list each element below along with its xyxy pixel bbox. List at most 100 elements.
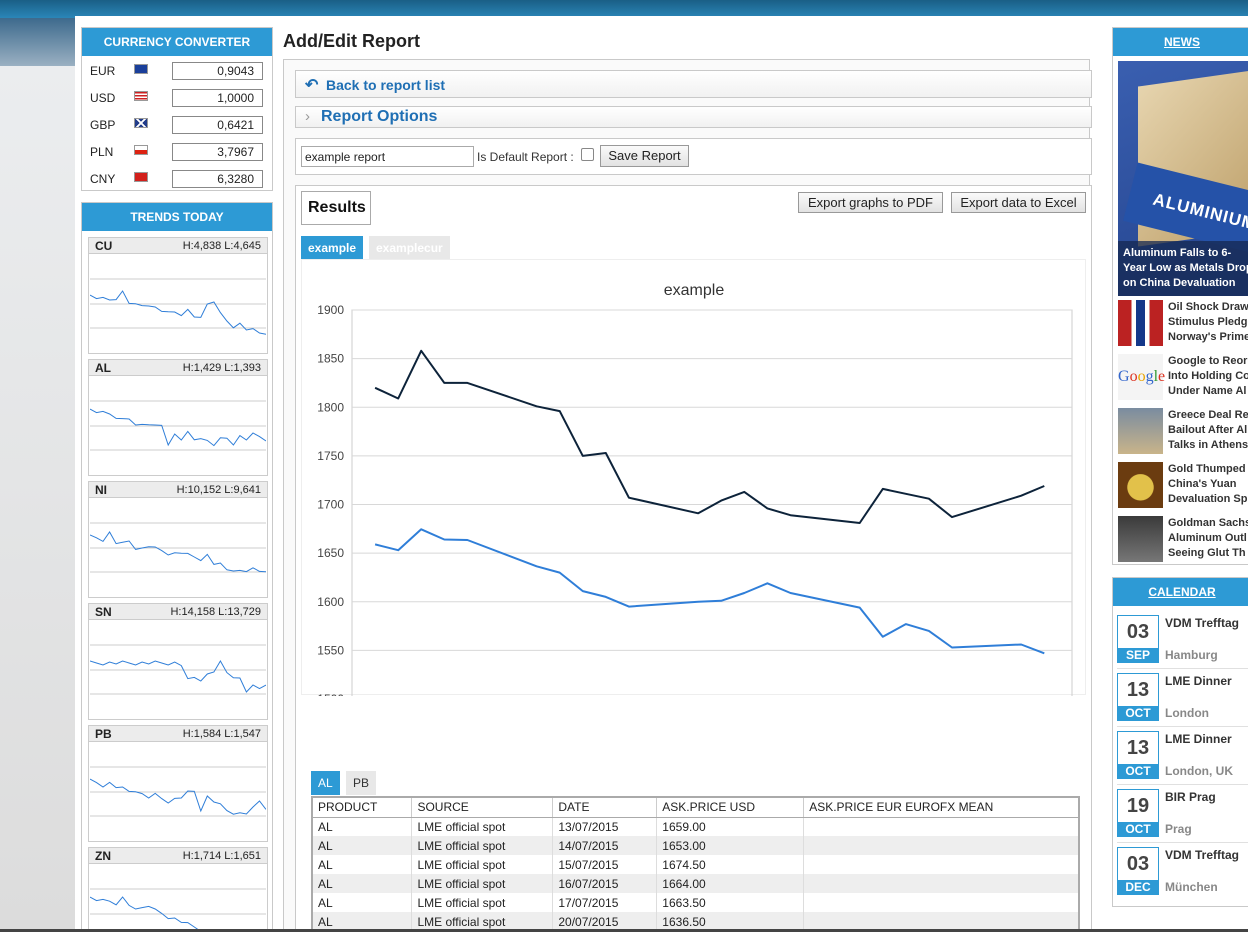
currency-value-field[interactable]: 6,3280	[172, 170, 263, 188]
trend-card[interactable]: AL H:1,429 L:1,393	[88, 359, 268, 476]
currency-value-field[interactable]: 0,6421	[172, 116, 263, 134]
news-item[interactable]: Goldman Sachs Aluminum Outl Seeing Glut Th	[1118, 516, 1248, 564]
calendar-event[interactable]: 13 OCT LME Dinner London	[1117, 673, 1248, 723]
table-cell: AL	[313, 836, 413, 855]
table-row: AL LME official spot 17/07/2015 1663.50	[313, 893, 1078, 912]
table-header[interactable]: ASK.PRICE USD	[656, 798, 805, 818]
default-report-checkbox[interactable]	[581, 148, 594, 161]
trend-card[interactable]: CU H:4,838 L:4,645	[88, 237, 268, 354]
trend-symbol: AL	[95, 361, 111, 375]
tab-examplecur[interactable]: examplecur	[369, 236, 450, 260]
featured-news[interactable]: ALUMINIUM Aluminum Falls to 6-Year Low a…	[1118, 61, 1248, 296]
table-cell: AL	[313, 893, 413, 912]
trends-today-panel: TRENDS TODAY CU H:4,838 L:4,645 AL H:1,429 …	[81, 202, 273, 932]
table-cell: 1659.00	[656, 817, 805, 836]
trend-card[interactable]: SN H:14,158 L:13,729	[88, 603, 268, 720]
data-table: PRODUCT SOURCE DATE ASK.PRICE USD ASK.PRICE …	[313, 798, 1078, 931]
table-header[interactable]: DATE	[552, 798, 658, 818]
calendar-divider	[1117, 842, 1248, 843]
event-location: Hamburg	[1165, 648, 1218, 662]
uk-flag-icon	[134, 118, 148, 128]
trend-card[interactable]: PB H:1,584 L:1,547	[88, 725, 268, 842]
currency-code: USD	[90, 91, 116, 105]
results-panel: Results Export graphs to PDF Export data…	[295, 185, 1092, 932]
report-options-bar[interactable]: › Report Options	[295, 106, 1092, 128]
calendar-event[interactable]: 03 DEC VDM Trefftag München	[1117, 847, 1248, 897]
goldman-thumbnail	[1118, 516, 1163, 562]
save-report-button[interactable]: Save Report	[600, 145, 689, 167]
page-container: CURRENCY CONVERTER EUR 0,9043 USD 1,0000 GBP…	[75, 16, 1248, 932]
trend-card[interactable]: ZN H:1,714 L:1,651	[88, 847, 268, 932]
currency-row: CNY 6,3280	[90, 170, 265, 188]
table-cell: 15/07/2015	[552, 855, 658, 874]
news-item[interactable]: Google Google to Reorg Into Holding Co Unde…	[1118, 354, 1248, 402]
currency-converter-panel: CURRENCY CONVERTER EUR 0,9043 USD 1,0000 GBP…	[81, 27, 273, 191]
table-cell	[803, 855, 1078, 874]
news-item[interactable]: Oil Shock Draws Stimulus Pledge Norway's P…	[1118, 300, 1248, 348]
event-title[interactable]: BIR Prag	[1165, 790, 1216, 804]
calendar-panel: CALENDAR 03 SEP VDM Trefftag Hamburg 13 OCT LM…	[1112, 577, 1248, 907]
currency-code: GBP	[90, 118, 116, 132]
event-title[interactable]: LME Dinner	[1165, 732, 1232, 746]
chart-title: example	[664, 282, 725, 299]
table-row: AL LME official spot 13/07/2015 1659.00	[313, 817, 1078, 836]
trend-sparkline	[90, 400, 266, 451]
norway-flag-thumbnail	[1118, 300, 1163, 346]
news-item[interactable]: Gold Thumped China's Yuan Devaluation Sp	[1118, 462, 1248, 510]
currency-value-field[interactable]: 3,7967	[172, 143, 263, 161]
news-title[interactable]: NEWS	[1113, 28, 1248, 56]
currency-row: GBP 0,6421	[90, 116, 265, 134]
calendar-event[interactable]: 03 SEP VDM Trefftag Hamburg	[1117, 615, 1248, 665]
currency-row: PLN 3,7967	[90, 143, 265, 161]
calendar-divider	[1117, 726, 1248, 727]
event-month: DEC	[1117, 880, 1159, 895]
back-bar[interactable]: ↶ Back to report list	[295, 70, 1092, 98]
table-cell: 1663.50	[656, 893, 805, 912]
calendar-title[interactable]: CALENDAR	[1113, 578, 1248, 606]
news-headline-line: Google to Reorg	[1168, 355, 1248, 367]
report-name-bar: Is Default Report : Save Report	[295, 138, 1092, 175]
news-headline-line: Goldman Sachs	[1168, 517, 1248, 529]
news-panel: NEWS ALUMINIUM Aluminum Falls to 6-Year …	[1112, 27, 1248, 565]
news-headline-line: Aluminum Outl	[1168, 532, 1247, 544]
table-header[interactable]: PRODUCT	[313, 798, 413, 818]
calendar-event[interactable]: 13 OCT LME Dinner London, UK	[1117, 731, 1248, 781]
table-cell: LME official spot	[411, 855, 554, 874]
event-day: 19	[1117, 789, 1159, 823]
currency-value-field[interactable]: 1,0000	[172, 89, 263, 107]
event-title[interactable]: LME Dinner	[1165, 674, 1232, 688]
export-pdf-button[interactable]: Export graphs to PDF	[798, 192, 943, 213]
table-cell: 14/07/2015	[552, 836, 658, 855]
currency-value-field[interactable]: 0,9043	[172, 62, 263, 80]
event-location: München	[1165, 880, 1218, 894]
us-flag-icon	[134, 91, 148, 101]
news-headline-line: Stimulus Pledge	[1168, 316, 1248, 328]
featured-news-caption[interactable]: Aluminum Falls to 6-Year Low as Metals D…	[1118, 241, 1248, 296]
trend-symbol: ZN	[95, 849, 111, 863]
news-item[interactable]: Greece Deal Re Bailout After Al Talks in A…	[1118, 408, 1248, 456]
back-to-report-list-link[interactable]: Back to report list	[326, 77, 446, 93]
trend-card[interactable]: NI H:10,152 L:9,641	[88, 481, 268, 598]
tab-pb[interactable]: PB	[346, 771, 377, 795]
event-location: London, UK	[1165, 764, 1233, 778]
table-header[interactable]: ASK.PRICE EUR EUROFX MEAN	[803, 798, 1078, 818]
cn-flag-icon	[134, 172, 148, 182]
line-chart: example 1900 1850 1800 1750 1700 1650 1600 1550 1…	[317, 282, 1073, 696]
export-excel-button[interactable]: Export data to Excel	[951, 192, 1086, 213]
trend-high-low: H:4,838 L:4,645	[182, 240, 261, 252]
page-background	[0, 18, 75, 932]
y-tick-label: 1850	[317, 352, 344, 366]
table-header[interactable]: SOURCE	[411, 798, 554, 818]
sparkline-line	[90, 659, 266, 693]
event-title[interactable]: VDM Trefftag	[1165, 616, 1240, 630]
series-line-pb	[374, 349, 1045, 524]
report-options-toggle[interactable]: Report Options	[321, 108, 438, 125]
tab-al[interactable]: AL	[311, 771, 340, 795]
data-table-wrap: PRODUCT SOURCE DATE ASK.PRICE USD ASK.PRICE …	[311, 796, 1080, 932]
tab-example[interactable]: example	[301, 236, 364, 260]
calendar-event[interactable]: 19 OCT BIR Prag Prag	[1117, 789, 1248, 839]
trend-symbol: PB	[95, 727, 112, 741]
event-title[interactable]: VDM Trefftag	[1165, 848, 1240, 862]
table-row: AL LME official spot 16/07/2015 1664.00	[313, 874, 1078, 893]
report-name-input[interactable]	[301, 146, 474, 167]
